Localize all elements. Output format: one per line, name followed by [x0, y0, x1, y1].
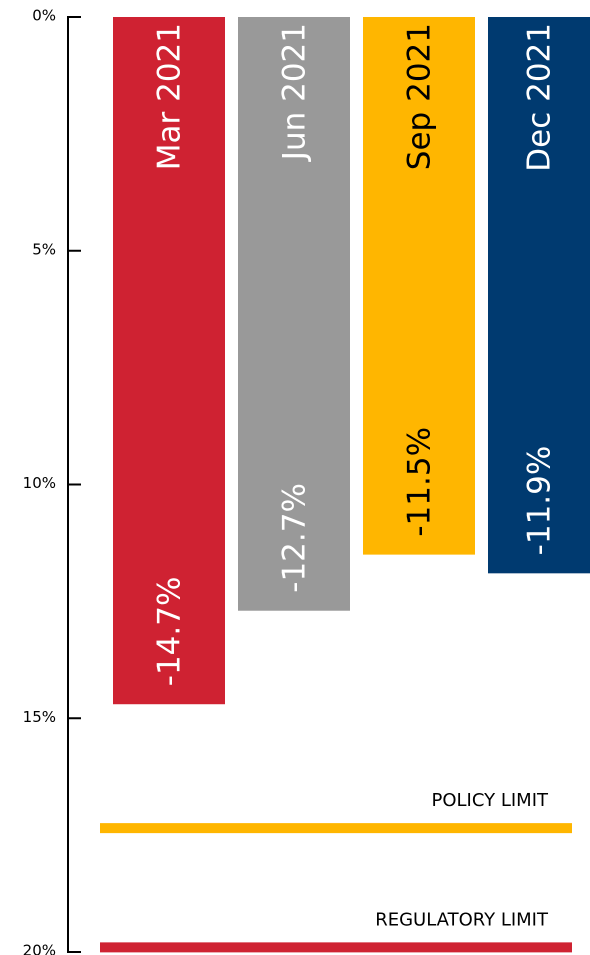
bar	[238, 17, 350, 611]
value-label: -11.9%	[522, 446, 558, 556]
y-tick-label: 0%	[32, 7, 56, 25]
bar	[488, 17, 590, 574]
bar	[363, 17, 475, 555]
y-tick-label: 15%	[23, 708, 56, 726]
y-tick-label: 5%	[32, 240, 56, 258]
category-label: Sep 2021	[402, 23, 438, 170]
category-label: Jun 2021	[277, 23, 313, 162]
category-label: Mar 2021	[152, 23, 188, 170]
reference-label: POLICY LIMIT	[432, 790, 550, 811]
reference-label: REGULATORY LIMIT	[375, 909, 549, 930]
value-label: -14.7%	[152, 577, 188, 687]
value-label: -11.5%	[402, 427, 438, 537]
y-tick-label: 10%	[23, 474, 56, 492]
category-label: Dec 2021	[522, 23, 558, 172]
value-label: -12.7%	[277, 483, 313, 593]
y-tick-label: 20%	[23, 942, 56, 955]
bar	[113, 17, 225, 705]
